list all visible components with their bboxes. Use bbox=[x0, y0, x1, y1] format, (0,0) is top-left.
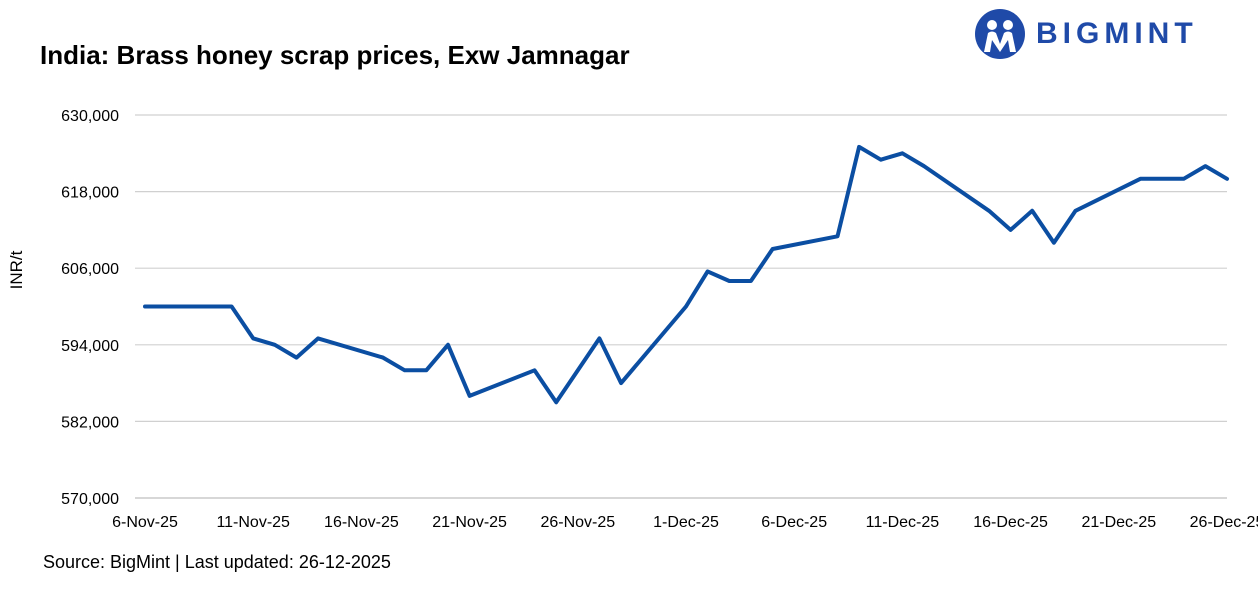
x-tick-label: 11-Nov-25 bbox=[216, 514, 290, 531]
x-tick-label: 1-Dec-25 bbox=[653, 514, 719, 531]
x-tick-label: 6-Nov-25 bbox=[112, 514, 178, 531]
brand-logo-icon bbox=[975, 9, 1025, 59]
series bbox=[143, 144, 1229, 405]
x-tick-label: 6-Dec-25 bbox=[761, 514, 827, 531]
x-tick-label: 21-Dec-25 bbox=[1081, 514, 1156, 531]
series-line bbox=[143, 144, 1229, 405]
grid-lines bbox=[135, 114, 1227, 422]
y-tick-labels: 570,000 582,000 594,000 606,000 618,000 630,0… bbox=[61, 108, 119, 508]
x-tick-labels: 6-Nov-25 11-Nov-25 16-Nov-25 21-Nov-25 26-No… bbox=[112, 514, 1258, 531]
y-tick-label: 582,000 bbox=[61, 414, 119, 431]
brand-name: BIGMINT bbox=[1036, 17, 1198, 50]
x-tick-label: 26-Dec-25 bbox=[1190, 514, 1258, 531]
y-tick-label: 570,000 bbox=[61, 491, 119, 508]
y-tick-label: 606,000 bbox=[61, 261, 119, 278]
x-tick-label: 21-Nov-25 bbox=[432, 514, 507, 531]
source-note: Source: BigMint | Last updated: 26-12-20… bbox=[43, 552, 391, 572]
x-tick-label: 11-Dec-25 bbox=[866, 514, 940, 531]
y-tick-label: 594,000 bbox=[61, 338, 119, 355]
y-axis-label: INR/t bbox=[7, 250, 26, 289]
x-tick-label: 16-Dec-25 bbox=[973, 514, 1048, 531]
x-tick-label: 16-Nov-25 bbox=[324, 514, 399, 531]
y-tick-label: 630,000 bbox=[61, 108, 119, 125]
x-tick-label: 26-Nov-25 bbox=[540, 514, 615, 531]
y-tick-label: 618,000 bbox=[61, 185, 119, 202]
chart-title: India: Brass honey scrap prices, Exw Jam… bbox=[40, 40, 630, 70]
brand-logo: BIGMINT bbox=[974, 8, 1198, 60]
